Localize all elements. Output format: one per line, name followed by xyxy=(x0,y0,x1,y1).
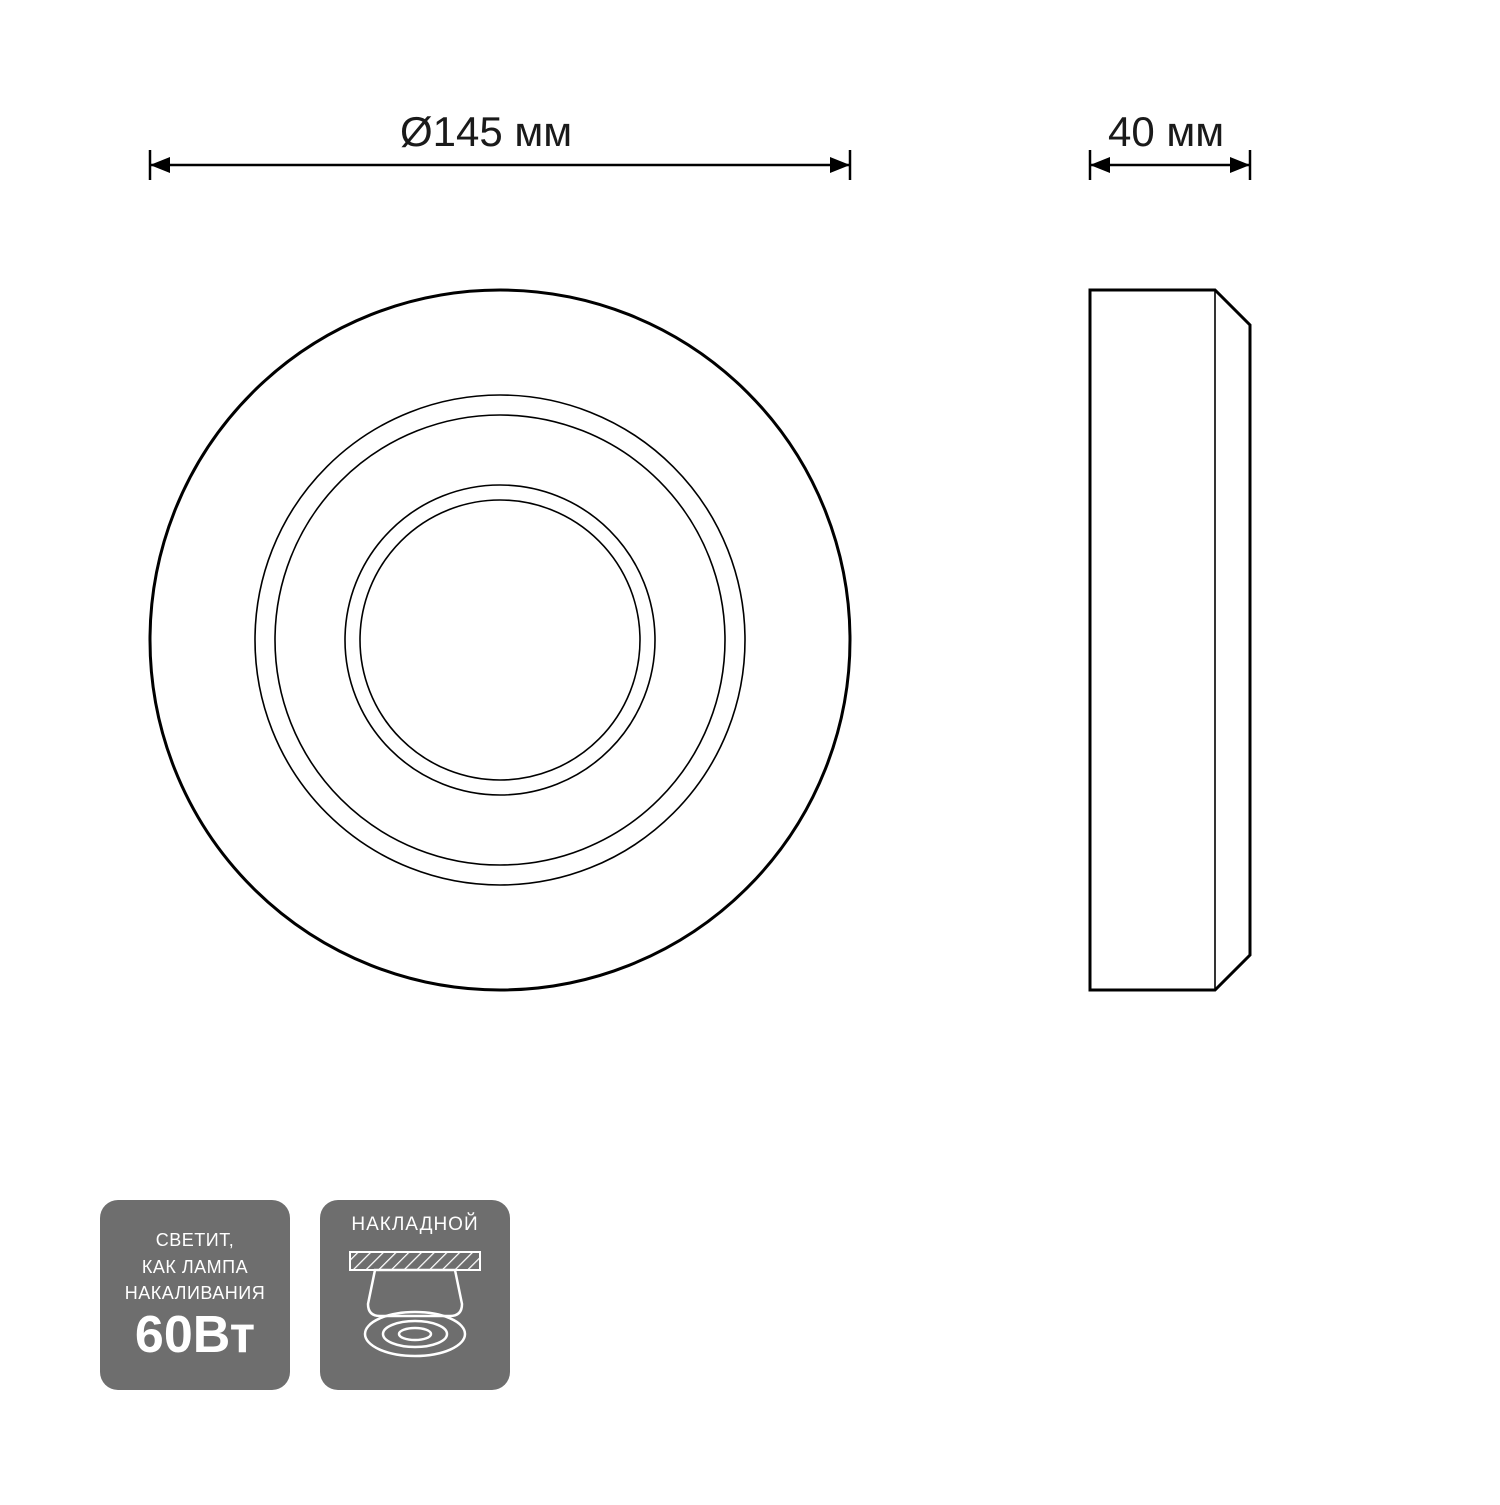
mount-type-badge: НАКЛАДНОЙ xyxy=(320,1200,510,1390)
depth-label: 40 мм xyxy=(1108,108,1224,156)
wattage-badge-value: 60Вт xyxy=(135,1309,255,1361)
diameter-label: Ø145 мм xyxy=(400,108,572,156)
wattage-badge-line1: СВЕТИТ, xyxy=(156,1229,234,1252)
wattage-badge-line3: НАКАЛИВАНИЯ xyxy=(125,1282,266,1305)
wattage-badge: СВЕТИТ, КАК ЛАМПА НАКАЛИВАНИЯ 60Вт xyxy=(100,1200,290,1390)
technical-drawing: Ø145 мм 40 мм СВЕТИТ, КАК ЛАМПА НАКАЛИВА… xyxy=(0,0,1500,1500)
front-view xyxy=(150,290,850,990)
mount-type-icon xyxy=(340,1244,490,1374)
mount-type-badge-title: НАКЛАДНОЙ xyxy=(351,1214,478,1236)
side-view xyxy=(1090,290,1250,990)
wattage-badge-line2: КАК ЛАМПА xyxy=(142,1256,248,1279)
